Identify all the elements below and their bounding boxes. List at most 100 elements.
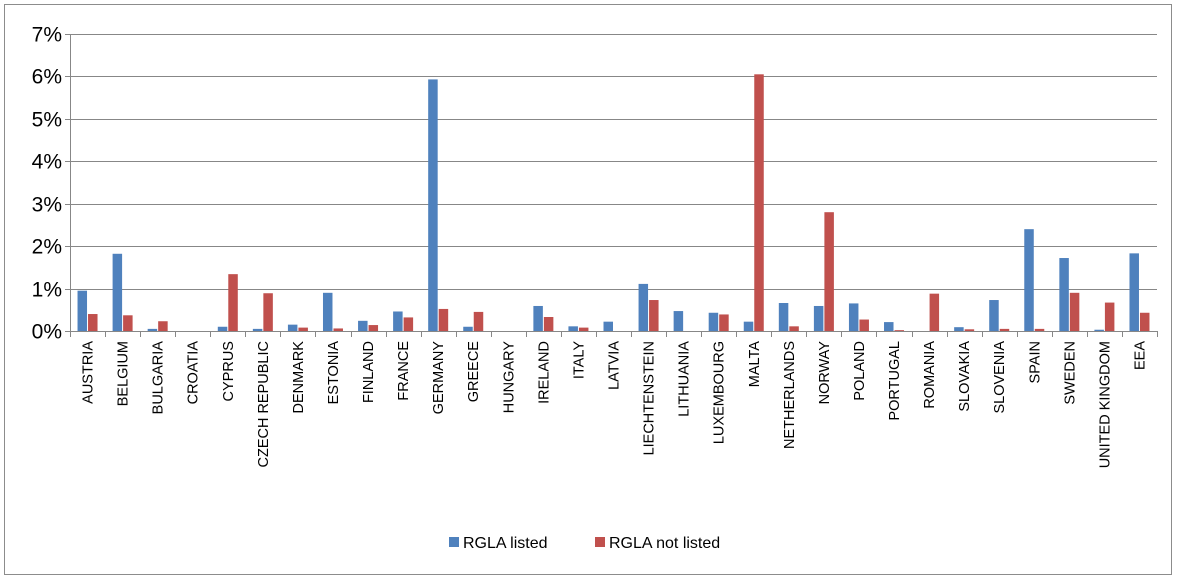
bar-rgla-not-listed-ireland [543,317,554,331]
bar-rgla-not-listed-united-kingdom [1104,302,1115,331]
y-tick-label: 1% [32,279,62,302]
category-label: PORTUGAL [887,341,903,421]
bar-rgla-listed-slovenia [989,300,999,331]
bar-rgla-not-listed-liechtenstein [649,300,659,331]
category-label: FRANCE [396,341,412,401]
category-label: LATVIA [607,341,623,390]
bar-rgla-not-listed-poland [859,319,869,331]
bar-rgla-not-listed-germany [438,308,449,331]
category-label: ROMANIA [922,341,938,409]
bar-rgla-listed-latvia [603,321,613,331]
legend-label-rgla-listed: RGLA listed [463,535,547,552]
bar-rgla-not-listed-luxembourg [719,314,729,331]
category-label: ITALY [571,341,587,379]
bar-rgla-not-listed-france [403,317,414,331]
y-tick-label: 6% [32,66,62,89]
category-label: MALTA [747,341,763,388]
legend: RGLA listed RGLA not listed [449,535,720,552]
bar-rgla-listed-slovakia [954,327,964,331]
y-tick-label: 4% [32,151,62,174]
category-label: LITHUANIA [677,341,693,417]
bar-rgla-not-listed-spain [1034,328,1045,331]
category-label: BELGIUM [116,341,132,406]
bar-rgla-listed-luxembourg [708,312,719,331]
bar-rgla-not-listed-estonia [333,328,343,331]
bar-rgla-listed-netherlands [778,303,789,331]
bar-rgla-not-listed-romania [929,293,940,331]
x-axis-category-labels: AUSTRIA BELGIUM BULGARIA CROATIA CYPRUS CZECH… [81,341,1149,469]
bar-rgla-listed-italy [568,326,578,331]
bar-rgla-listed-germany [428,79,438,332]
bar-rgla-not-listed-slovenia [999,328,1010,331]
bar-rgla-listed-greece [463,326,473,331]
category-label: NORWAY [817,341,833,405]
category-label: HUNGARY [501,341,517,414]
bar-rgla-listed-spain [1024,229,1034,331]
category-label: CZECH REPUBLIC [256,341,272,468]
bar-rgla-listed-denmark [287,324,298,331]
bar-rgla-not-listed-greece [473,311,484,331]
legend-label-rgla-not-listed: RGLA not listed [609,535,720,552]
legend-swatch-rgla-listed [449,537,459,547]
category-label: LUXEMBOURG [712,341,728,444]
bar-rgla-listed-czech-republic [252,328,263,331]
y-axis-tick-labels: 0% 1% 2% 3% 4% 5% 6% 7% [32,24,62,344]
category-label: ESTONIA [326,341,342,405]
bar-rgla-listed-bulgaria [147,328,158,331]
bar-rgla-listed-austria [77,290,88,331]
bar-rgla-listed-united-kingdom [1094,329,1104,331]
bar-rgla-listed-sweden [1059,258,1069,331]
bar-rgla-not-listed-slovakia [964,329,975,331]
y-tick-label: 7% [32,24,62,47]
category-label: AUSTRIA [81,341,97,404]
bar-rgla-not-listed-belgium [123,315,133,331]
category-label: FINLAND [361,341,377,403]
legend-swatch-rgla-not-listed [595,537,605,547]
category-label: SWEDEN [1062,341,1078,405]
bar-rgla-not-listed-norway [824,212,834,331]
category-label: BULGARIA [151,341,167,415]
category-label: EEA [1132,341,1148,370]
bar-rgla-listed-portugal [884,322,894,331]
category-label: SLOVAKIA [957,341,973,412]
category-label: SLOVENIA [992,341,1008,414]
bar-rgla-not-listed-netherlands [789,326,799,331]
axes [70,34,1158,337]
bar-rgla-not-listed-bulgaria [158,321,168,331]
y-tick-label: 2% [32,236,62,259]
category-label: POLAND [852,341,868,401]
category-label: LIECHTENSTEIN [642,341,658,455]
category-label: NETHERLANDS [782,341,798,449]
bar-rgla-not-listed-cyprus [228,274,238,331]
y-tick-label: 5% [32,109,62,132]
category-label: SPAIN [1027,341,1043,383]
bar-rgla-listed-lithuania [673,311,684,331]
bar-rgla-not-listed-portugal [894,330,905,331]
bar-rgla-listed-estonia [322,292,333,331]
bar-rgla-not-listed-italy [578,327,589,331]
category-label: CYPRUS [221,341,237,401]
bar-rgla-listed-france [393,311,403,331]
bar-rgla-not-listed-czech-republic [263,293,273,331]
bar-rgla-listed-malta [743,321,754,331]
bar-rgla-not-listed-malta [754,74,764,331]
bar-rgla-not-listed-sweden [1069,292,1080,331]
bar-rgla-listed-liechtenstein [638,283,649,331]
bar-rgla-listed-poland [848,303,859,331]
bar-rgla-not-listed-austria [88,314,98,331]
bars [77,74,1150,332]
bar-rgla-listed-eea [1129,253,1139,331]
category-label: DENMARK [291,341,307,414]
category-label: GREECE [466,341,482,403]
bar-rgla-listed-ireland [533,305,543,331]
bar-rgla-listed-norway [813,305,824,331]
category-label: UNITED KINGDOM [1097,341,1113,468]
y-tick-label: 0% [32,321,62,344]
gridlines [65,34,1157,332]
category-label: CROATIA [186,341,202,405]
bar-rgla-listed-belgium [112,253,123,331]
bar-rgla-not-listed-finland [368,325,379,331]
category-label: GERMANY [431,341,447,415]
category-label: IRELAND [536,341,552,404]
